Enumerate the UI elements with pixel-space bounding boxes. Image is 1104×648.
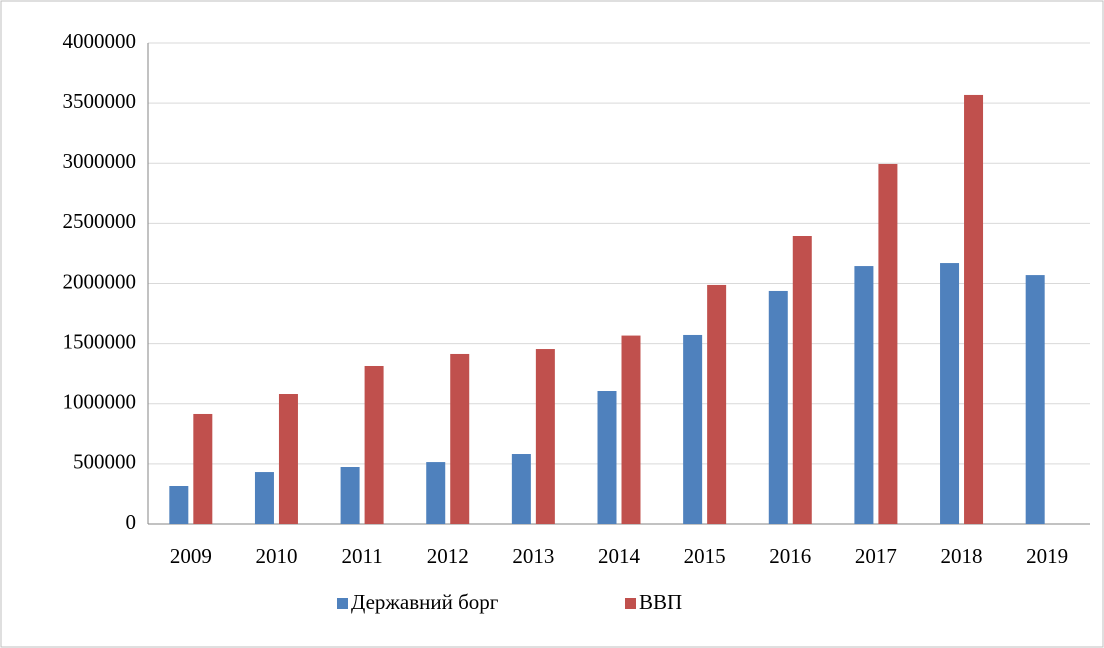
bar — [683, 334, 703, 524]
x-tick-label: 2014 — [598, 544, 641, 568]
y-tick-label: 500000 — [73, 450, 136, 474]
bar — [707, 284, 727, 524]
bar — [511, 454, 531, 524]
bar — [364, 365, 384, 524]
y-tick-label: 2500000 — [63, 209, 137, 233]
y-tick-label: 3500000 — [63, 89, 137, 113]
bar — [278, 394, 298, 524]
bar — [621, 335, 641, 524]
y-tick-label: 1500000 — [63, 329, 137, 353]
bar — [964, 94, 984, 524]
bar — [450, 353, 470, 524]
legend-swatch — [625, 598, 636, 609]
y-tick-label: 0 — [126, 510, 137, 534]
x-tick-label: 2016 — [769, 544, 811, 568]
bar — [792, 236, 812, 524]
bar — [426, 462, 446, 524]
x-tick-label: 2012 — [427, 544, 469, 568]
bar — [940, 263, 960, 524]
legend-label: Державний борг — [351, 590, 499, 614]
x-tick-label: 2009 — [170, 544, 212, 568]
x-tick-label: 2015 — [684, 544, 726, 568]
x-tick-label: 2018 — [941, 544, 983, 568]
legend-swatch — [337, 598, 348, 609]
bar — [535, 349, 555, 524]
y-tick-label: 3000000 — [63, 149, 137, 173]
x-tick-label: 2010 — [255, 544, 297, 568]
bar — [854, 266, 874, 524]
bar — [193, 413, 213, 524]
bar — [597, 391, 617, 524]
legend-label: ВВП — [639, 590, 682, 614]
bar — [768, 290, 788, 524]
bar — [340, 467, 360, 524]
bar — [169, 486, 189, 524]
x-tick-label: 2013 — [512, 544, 554, 568]
y-tick-label: 2000000 — [63, 269, 137, 293]
x-tick-label: 2011 — [341, 544, 382, 568]
bar — [878, 163, 898, 524]
x-tick-label: 2017 — [855, 544, 897, 568]
y-tick-label: 4000000 — [63, 29, 137, 53]
y-tick-label: 1000000 — [63, 390, 137, 414]
bar — [1025, 275, 1045, 524]
bar — [254, 472, 274, 524]
x-tick-label: 2019 — [1026, 544, 1068, 568]
